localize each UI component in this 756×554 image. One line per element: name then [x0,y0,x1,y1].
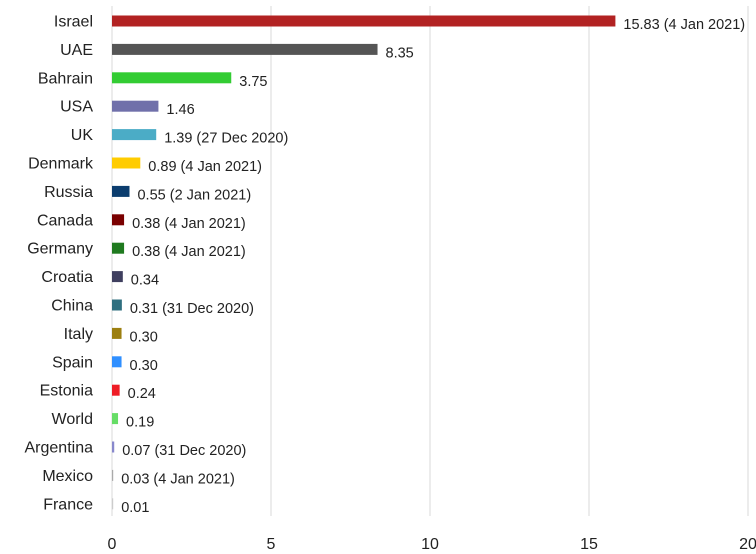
bar [112,384,120,396]
category-label: Croatia [41,269,93,286]
category-label: Canada [37,212,93,229]
category-label: Bahrain [38,70,93,87]
category-label: Italy [64,326,93,343]
bar [112,469,114,481]
data-label: 0.89 (4 Jan 2021) [148,159,262,175]
category-label: Estonia [40,383,93,400]
bar [112,242,125,254]
bar [112,72,232,84]
bar [112,157,141,169]
bar [112,299,122,311]
bar [112,327,122,339]
x-tick-label: 15 [580,536,598,553]
data-label: 0.01 [121,500,149,516]
bar [112,214,125,226]
data-label: 0.30 [130,358,158,374]
data-label: 8.35 [386,45,414,61]
bar [112,15,616,27]
data-label: 0.07 (31 Dec 2020) [122,443,246,459]
data-label: 1.39 (27 Dec 2020) [164,131,288,147]
bar [112,413,119,425]
labels: 0 5 10 15 20 Israel 15.83 (4 Jan 2021) UAE 8.35 B… [25,14,756,554]
category-label: Germany [27,241,93,258]
data-label: 0.03 (4 Jan 2021) [121,471,235,487]
bar [112,356,122,368]
category-label: UK [71,127,94,144]
category-label: USA [60,99,93,116]
x-tick-label: 20 [739,536,756,553]
category-label: Denmark [28,156,94,173]
category-label: Israel [54,14,93,31]
data-label: 15.83 (4 Jan 2021) [623,17,745,33]
data-label: 0.38 (4 Jan 2021) [132,244,246,260]
bar [112,271,123,283]
data-label: 3.75 [239,74,267,90]
category-label: China [51,298,93,315]
category-label: Argentina [25,440,94,457]
category-label: France [43,496,93,513]
bars [112,15,616,510]
x-tick-label: 0 [108,536,117,553]
x-tick-label: 5 [267,536,276,553]
x-tick-label: 10 [421,536,439,553]
category-label: Spain [52,354,93,371]
data-label: 0.19 [126,415,154,431]
data-label: 0.30 [130,329,158,345]
bar [112,498,114,510]
data-label: 0.34 [131,273,159,289]
category-label: World [52,411,94,428]
data-label: 1.46 [166,102,194,118]
bar [112,129,157,141]
data-label: 0.24 [128,386,156,402]
bar [112,43,378,55]
category-label: Russia [44,184,93,201]
bar [112,441,115,453]
gridlines [111,6,749,516]
category-label: UAE [60,42,93,59]
bar [112,185,130,197]
data-label: 0.38 (4 Jan 2021) [132,216,246,232]
bar [112,100,159,112]
data-label: 0.55 (2 Jan 2021) [137,187,251,203]
category-label: Mexico [42,468,93,485]
data-label: 0.31 (31 Dec 2020) [130,301,254,317]
